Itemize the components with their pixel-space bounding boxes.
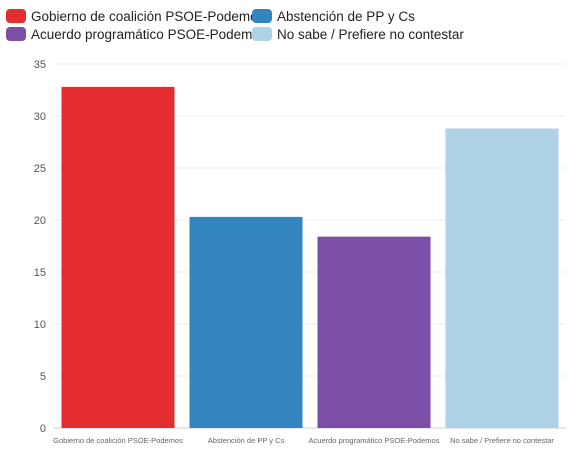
legend-item-acuerdo-programatico[interactable]: Acuerdo programático PSOE-Podemos bbox=[6, 24, 267, 44]
legend-swatch bbox=[252, 9, 272, 23]
legend-label: No sabe / Prefiere no contestar bbox=[277, 26, 464, 42]
legend-label: Acuerdo programático PSOE-Podemos bbox=[31, 26, 267, 42]
x-tick-label: Acuerdo programático PSOE-Podemos bbox=[309, 436, 440, 445]
bar[interactable] bbox=[61, 86, 175, 428]
legend-label: Gobierno de coalición PSOE-Podemos bbox=[31, 8, 265, 24]
legend-item-abstencion[interactable]: Abstención de PP y Cs bbox=[252, 6, 415, 26]
y-tick-label: 15 bbox=[34, 267, 46, 279]
legend-swatch bbox=[252, 27, 272, 41]
y-tick-label: 35 bbox=[34, 59, 46, 71]
bar[interactable] bbox=[317, 236, 431, 428]
x-tick-label: Gobierno de coalición PSOE-Podemos bbox=[53, 436, 183, 445]
x-tick-label: Abstención de PP y Cs bbox=[208, 436, 285, 445]
y-tick-label: 30 bbox=[34, 111, 46, 123]
legend-swatch bbox=[6, 27, 26, 41]
y-tick-label: 10 bbox=[34, 319, 46, 331]
y-tick-label: 5 bbox=[40, 371, 46, 383]
legend-item-gobierno-coalicion[interactable]: Gobierno de coalición PSOE-Podemos bbox=[6, 6, 264, 26]
bar[interactable] bbox=[445, 128, 559, 429]
legend-swatch bbox=[6, 9, 26, 23]
y-tick-label: 20 bbox=[34, 215, 46, 227]
bar[interactable] bbox=[189, 216, 303, 428]
y-tick-label: 25 bbox=[34, 163, 46, 175]
legend-item-no-sabe[interactable]: No sabe / Prefiere no contestar bbox=[252, 24, 464, 44]
legend-label: Abstención de PP y Cs bbox=[277, 8, 415, 24]
y-tick-label: 0 bbox=[40, 423, 46, 435]
x-tick-label: No sabe / Prefiere no contestar bbox=[450, 436, 554, 445]
